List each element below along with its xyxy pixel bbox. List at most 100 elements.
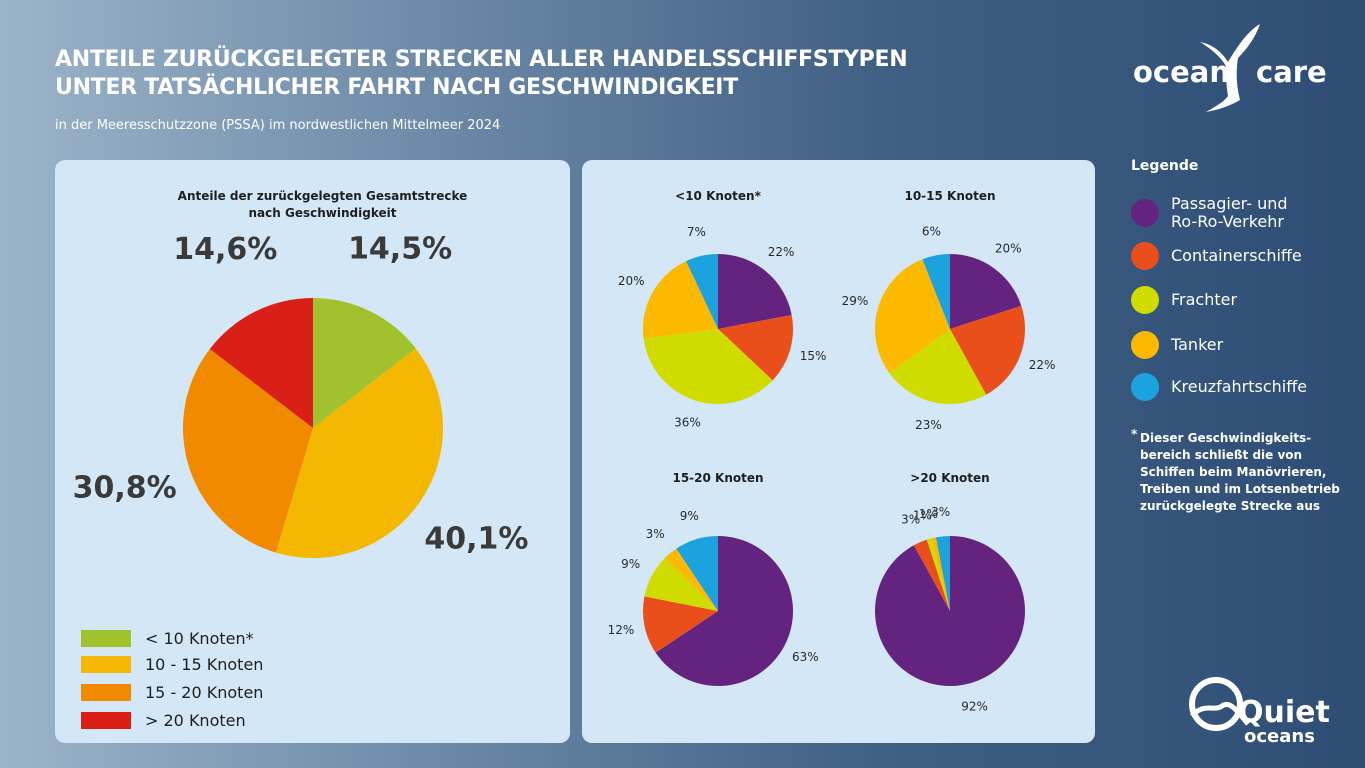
pie-gt20-slice-4 bbox=[931, 537, 950, 611]
legend-label-cruise: Kreuzfahrtschiffe bbox=[1171, 377, 1308, 396]
logo-ocean-text: ocean bbox=[1133, 55, 1230, 89]
pie-15-20-title: 15-20 Knoten bbox=[672, 471, 764, 485]
footnote: * Dieser Geschwindigkeits-bereich schlie… bbox=[1131, 427, 1346, 515]
legend-label-passenger-line-1: Passagier- und bbox=[1171, 194, 1288, 213]
legend-dot-tanker bbox=[1131, 331, 1159, 359]
legend-label-tanker: Tanker bbox=[1171, 335, 1224, 354]
pie-gt20-slice-5 bbox=[935, 536, 950, 611]
pie-gt20-label-3: 1% bbox=[913, 508, 932, 522]
legend-label-passenger: Passagier- und Ro-Ro-Verkehr bbox=[1171, 195, 1288, 231]
logo-quiet-text: Quiet bbox=[1238, 695, 1330, 730]
speed-pie-slice-3 bbox=[183, 348, 313, 553]
pie-lt10-title: <10 Knoten* bbox=[675, 189, 761, 203]
speed-pie-slice-1 bbox=[313, 298, 416, 428]
pie-gt20-slice-1 bbox=[875, 536, 1025, 687]
pie-lt10-slice-5 bbox=[686, 254, 718, 329]
ship-type-pies: 22% 15% 36% 20% 7% 20% 22% 23% 29% 6% 63% 12% 9% 3% 9%… bbox=[608, 224, 1056, 713]
pie-10-15-slice-4 bbox=[875, 259, 950, 374]
pie-10-15-label-4: 29% bbox=[842, 294, 869, 308]
legend-dot-passenger bbox=[1131, 199, 1159, 227]
pie-10-15-slice-3 bbox=[889, 329, 987, 404]
pie-gt20-slice-2 bbox=[913, 539, 950, 611]
title-line-2: UNTER TATSÄCHLICHER FAHRT NACH GESCHWIND… bbox=[55, 75, 738, 100]
pie-lt10-label-3: 36% bbox=[674, 416, 701, 430]
legend-item-10-15: 10 - 15 Knoten bbox=[81, 653, 263, 675]
pie-lt10-label-1: 22% bbox=[768, 245, 795, 259]
speed-pie-slice-4 bbox=[209, 298, 313, 428]
pie-10-15-slice-5 bbox=[922, 254, 950, 329]
pie-lt10-label-5: 7% bbox=[687, 225, 706, 239]
legend-label-lt10: < 10 Knoten* bbox=[145, 628, 254, 648]
pie-gt20-label-2: 3% bbox=[901, 513, 920, 527]
main-chart-title-line-2: nach Geschwindigkeit bbox=[248, 206, 397, 220]
speed-share-pie: 14,5% 40,1% 30,8% 14,6% bbox=[73, 232, 528, 558]
pie-gt20-title: >20 Knoten bbox=[910, 471, 990, 485]
legend-item-gt20: > 20 Knoten bbox=[81, 709, 246, 731]
quiet-oceans-ring-icon bbox=[1189, 677, 1243, 731]
legend-item-freighter: Frachter bbox=[1131, 286, 1237, 314]
legend-item-lt10: < 10 Knoten* bbox=[81, 627, 254, 649]
pie-15-20-label-1: 63% bbox=[792, 650, 819, 664]
footnote-text: Dieser Geschwindigkeits-bereich schließt… bbox=[1140, 431, 1340, 513]
oceancare-logo: ocean care bbox=[1133, 24, 1327, 112]
pie-10-15-slice-1 bbox=[950, 254, 1022, 329]
quiet-oceans-wave-icon bbox=[1190, 702, 1250, 726]
speed-pie-label-1: 14,5% bbox=[348, 232, 452, 267]
pie-lt10-label-2: 15% bbox=[800, 349, 827, 363]
pie-15-20-slice-2 bbox=[643, 596, 718, 653]
pie-15-20-slice-4 bbox=[664, 548, 718, 611]
main-chart-title: Anteile der zurückgelegten Gesamtstrecke… bbox=[155, 188, 490, 222]
footnote-star: * bbox=[1131, 427, 1138, 441]
legend-dot-cruise bbox=[1131, 373, 1159, 401]
legend-label-container: Containerschiffe bbox=[1171, 246, 1302, 265]
legend-dot-container bbox=[1131, 242, 1159, 270]
pie-15-20-slice-1 bbox=[655, 536, 793, 686]
legend-item-tanker: Tanker bbox=[1131, 331, 1223, 359]
legend-label-freighter: Frachter bbox=[1171, 290, 1238, 309]
legend-dot-freighter bbox=[1131, 286, 1159, 314]
legend-label-passenger-line-2: Ro-Ro-Verkehr bbox=[1171, 212, 1284, 231]
pie-lt10-slice-3 bbox=[643, 329, 773, 404]
legend-title: Legende bbox=[1131, 158, 1199, 174]
speed-pie-slice-2 bbox=[275, 348, 443, 558]
pie-15-20-label-5: 9% bbox=[680, 509, 699, 523]
pie-10-15-label-5: 6% bbox=[922, 224, 941, 238]
pie-gt20-label-5: 3% bbox=[931, 505, 950, 519]
pie-10-15-slice-2 bbox=[950, 305, 1025, 395]
legend-swatch-10-15 bbox=[81, 655, 131, 673]
legend-item-container: Containerschiffe bbox=[1131, 242, 1302, 270]
page-subtitle: in der Meeresschutzzone (PSSA) im nordwe… bbox=[55, 118, 501, 133]
pie-gt20-label-1: 92% bbox=[961, 699, 988, 713]
legend-label-15-20: 15 - 20 Knoten bbox=[145, 682, 264, 702]
speed-pie-label-2: 40,1% bbox=[424, 521, 528, 556]
legend-item-15-20: 15 - 20 Knoten bbox=[81, 681, 263, 703]
pie-15-20-label-4: 3% bbox=[646, 527, 665, 541]
pie-lt10-slice-4 bbox=[643, 261, 718, 339]
pie-15-20-label-2: 12% bbox=[608, 623, 635, 637]
ship-type-panel: <10 Knoten* 10-15 Knoten 15-20 Knoten >2… bbox=[582, 160, 1095, 743]
pie-15-20-label-3: 9% bbox=[621, 557, 640, 571]
pie-10-15-label-1: 20% bbox=[995, 241, 1022, 255]
pie-10-15-label-2: 22% bbox=[1029, 358, 1056, 372]
pie-lt10-slice-2 bbox=[718, 314, 793, 381]
quiet-oceans-logo: Quiet oceans bbox=[1189, 677, 1330, 746]
main-chart-title-line-1: Anteile der zurückgelegten Gesamtstrecke bbox=[177, 189, 468, 203]
legend-swatch-15-20 bbox=[81, 683, 131, 701]
pie-lt10-slice-1 bbox=[718, 254, 792, 329]
pie-10-15-label-3: 23% bbox=[915, 418, 942, 432]
pie-15-20-slice-5 bbox=[676, 536, 718, 611]
pie-15-20-slice-3 bbox=[644, 557, 718, 611]
pie-lt10-label-4: 20% bbox=[618, 274, 645, 288]
legend-item-passenger: Passagier- und Ro-Ro-Verkehr bbox=[1131, 195, 1288, 231]
speed-share-panel: Anteile der zurückgelegten Gesamtstrecke… bbox=[55, 160, 570, 743]
legend-label-10-15: 10 - 15 Knoten bbox=[145, 654, 264, 674]
page-title: ANTEILE ZURÜCKGELEGTER STRECKEN ALLER HA… bbox=[55, 46, 908, 102]
logo-oceans-text: oceans bbox=[1244, 726, 1315, 746]
pie-10-15-title: 10-15 Knoten bbox=[904, 189, 996, 203]
pie-gt20-slice-3 bbox=[926, 538, 950, 611]
legend-label-gt20: > 20 Knoten bbox=[145, 710, 246, 730]
speed-pie-label-3: 30,8% bbox=[73, 471, 177, 506]
title-line-1: ANTEILE ZURÜCKGELEGTER STRECKEN ALLER HA… bbox=[55, 47, 908, 72]
legend-swatch-gt20 bbox=[81, 711, 131, 729]
whale-tail-icon bbox=[1200, 24, 1260, 112]
